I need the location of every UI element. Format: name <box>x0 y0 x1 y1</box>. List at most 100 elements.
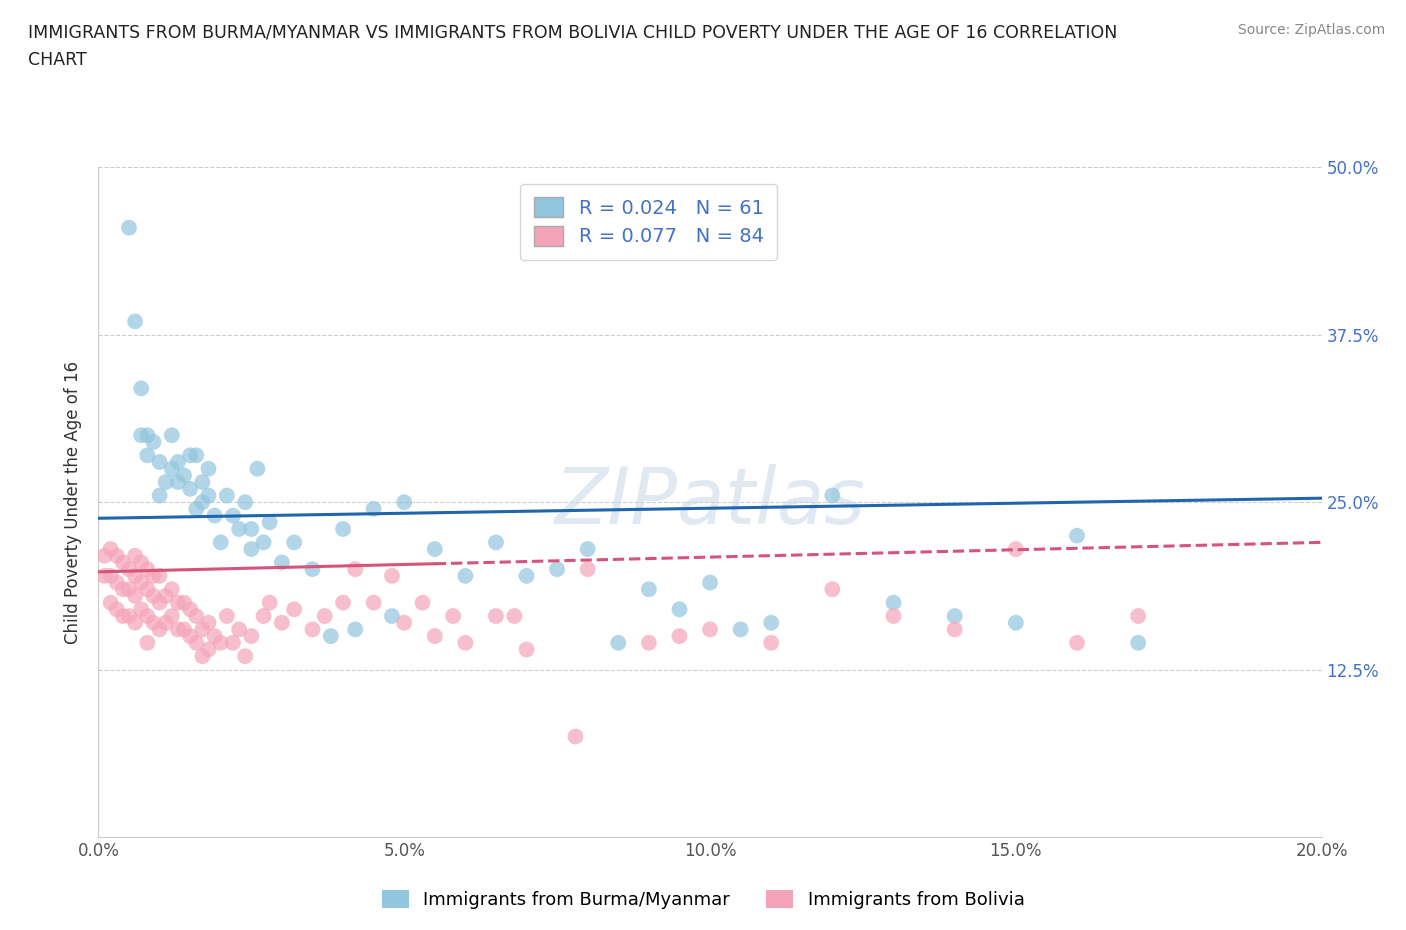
Point <box>759 616 782 631</box>
Point <box>118 220 141 235</box>
Point <box>105 575 128 590</box>
Point <box>228 622 250 637</box>
Point <box>149 595 172 610</box>
Point <box>160 608 183 623</box>
Point <box>233 495 256 510</box>
Point <box>149 455 172 470</box>
Point <box>252 535 274 550</box>
Point <box>191 495 214 510</box>
Legend: R = 0.024   N = 61, R = 0.077   N = 84: R = 0.024 N = 61, R = 0.077 N = 84 <box>520 184 778 259</box>
Point <box>943 622 966 637</box>
Point <box>136 562 159 577</box>
Point <box>228 522 250 537</box>
Point <box>699 622 721 637</box>
Point <box>441 608 464 623</box>
Point <box>129 555 152 570</box>
Point <box>111 555 134 570</box>
Point <box>136 428 159 443</box>
Point <box>191 622 214 637</box>
Y-axis label: Child Poverty Under the Age of 16: Child Poverty Under the Age of 16 <box>65 361 83 644</box>
Point <box>240 541 263 556</box>
Point <box>381 568 404 583</box>
Point <box>124 314 146 329</box>
Point <box>100 568 122 583</box>
Point <box>215 488 238 503</box>
Point <box>197 461 219 476</box>
Point <box>759 635 782 650</box>
Point <box>392 616 416 631</box>
Point <box>167 595 190 610</box>
Point <box>129 381 152 396</box>
Point <box>259 515 281 530</box>
Point <box>93 549 115 564</box>
Point <box>301 622 323 637</box>
Point <box>363 595 385 610</box>
Point <box>821 488 844 503</box>
Point <box>136 582 159 597</box>
Point <box>186 448 208 463</box>
Point <box>173 595 195 610</box>
Point <box>637 582 661 597</box>
Point <box>454 568 477 583</box>
Point <box>118 582 141 597</box>
Point <box>381 608 404 623</box>
Point <box>111 608 134 623</box>
Text: IMMIGRANTS FROM BURMA/MYANMAR VS IMMIGRANTS FROM BOLIVIA CHILD POVERTY UNDER THE: IMMIGRANTS FROM BURMA/MYANMAR VS IMMIGRA… <box>28 23 1118 41</box>
Point <box>576 541 599 556</box>
Point <box>142 616 165 631</box>
Point <box>283 602 305 617</box>
Point <box>129 602 152 617</box>
Point <box>186 635 208 650</box>
Point <box>191 649 214 664</box>
Point <box>149 488 172 503</box>
Point <box>319 629 342 644</box>
Point <box>392 495 416 510</box>
Point <box>100 541 122 556</box>
Point <box>124 568 146 583</box>
Point <box>209 535 232 550</box>
Point <box>301 562 323 577</box>
Point <box>344 622 367 637</box>
Point <box>252 608 274 623</box>
Text: Source: ZipAtlas.com: Source: ZipAtlas.com <box>1237 23 1385 37</box>
Point <box>332 595 354 610</box>
Point <box>197 488 219 503</box>
Point <box>546 562 568 577</box>
Point <box>155 589 177 604</box>
Point <box>332 522 354 537</box>
Point <box>516 642 538 657</box>
Point <box>179 448 201 463</box>
Point <box>564 729 586 744</box>
Point <box>155 474 177 489</box>
Point <box>1128 635 1150 650</box>
Point <box>222 635 245 650</box>
Point <box>209 635 232 650</box>
Point <box>637 635 661 650</box>
Point <box>197 642 219 657</box>
Point <box>124 589 146 604</box>
Point <box>167 455 190 470</box>
Point <box>173 622 195 637</box>
Point <box>105 549 128 564</box>
Point <box>516 568 538 583</box>
Point <box>503 608 526 623</box>
Point <box>730 622 752 637</box>
Point <box>943 608 966 623</box>
Point <box>246 461 269 476</box>
Point <box>270 616 292 631</box>
Point <box>233 649 256 664</box>
Point <box>215 608 238 623</box>
Point <box>124 549 146 564</box>
Point <box>1128 608 1150 623</box>
Point <box>142 434 165 449</box>
Text: ZIPatlas: ZIPatlas <box>554 464 866 540</box>
Point <box>270 555 292 570</box>
Point <box>186 501 208 516</box>
Point <box>204 629 226 644</box>
Point <box>155 616 177 631</box>
Point <box>412 595 434 610</box>
Point <box>668 602 690 617</box>
Point <box>173 468 195 483</box>
Point <box>118 562 141 577</box>
Point <box>883 595 905 610</box>
